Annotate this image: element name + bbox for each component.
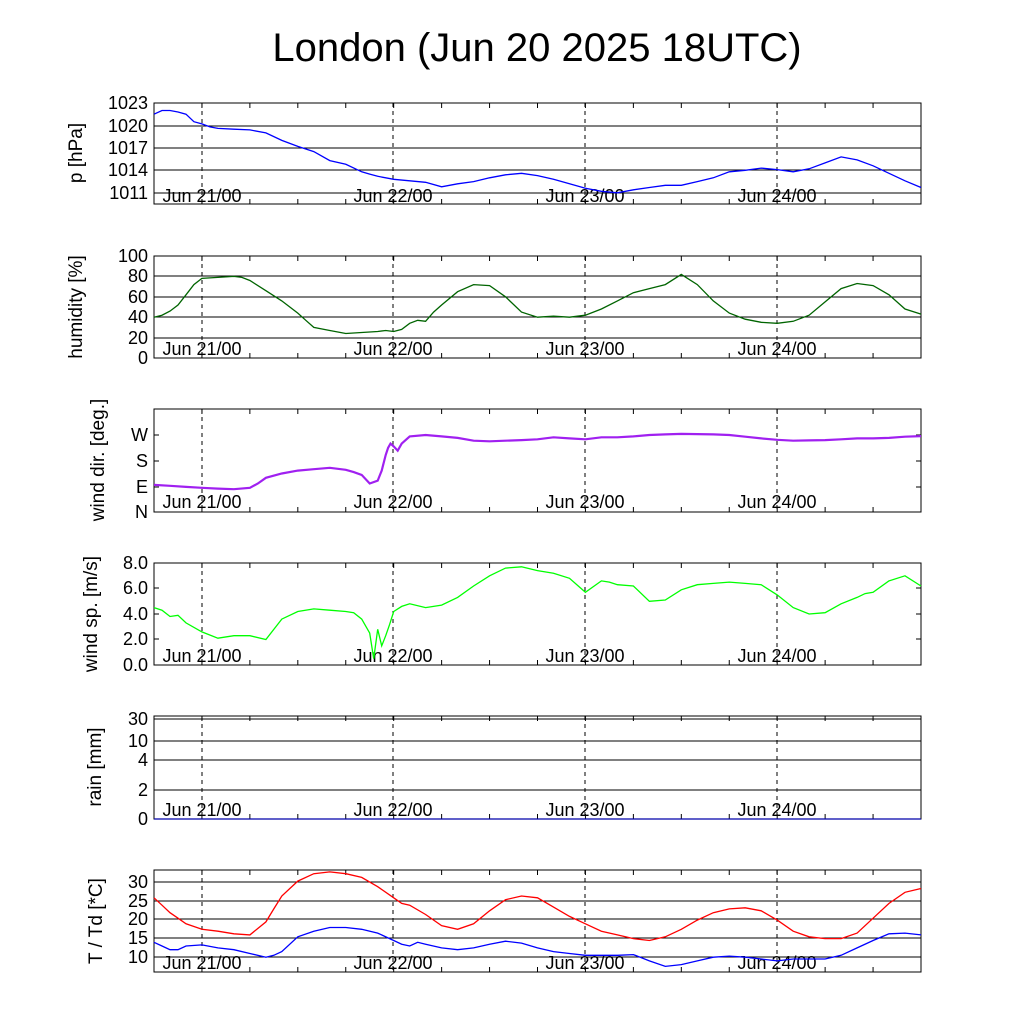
y-tick-label: W [131,425,148,445]
y-tick-label: 60 [128,287,148,307]
y-tick-label: 80 [128,266,148,286]
x-tick-label: Jun 22/00 [353,953,432,973]
chart-title: London (Jun 20 2025 18UTC) [272,26,801,70]
y-tick-label: 1011 [109,183,148,203]
y-tick-label: 25 [128,891,148,911]
x-tick-label: Jun 22/00 [353,339,432,359]
x-tick-label: Jun 23/00 [545,953,624,973]
data-series-line [153,926,922,968]
y-tick-label: 8.0 [123,553,148,573]
y-axis-label: wind dir. [deg.] [88,399,109,523]
y-tick-label: 1014 [108,160,148,180]
data-series-line [153,273,922,335]
x-tick-label: Jun 22/00 [353,492,432,512]
y-tick-label: 1020 [108,116,148,136]
x-tick-label: Jun 24/00 [737,800,816,820]
y-axis-label: humidity [%] [66,255,87,358]
x-tick-label: Jun 22/00 [353,186,432,206]
x-tick-label: Jun 23/00 [545,646,624,666]
y-tick-label: 2.0 [123,629,148,649]
data-series-line [153,109,922,194]
x-tick-label: Jun 21/00 [162,339,241,359]
x-tick-label: Jun 21/00 [162,492,241,512]
x-tick-label: Jun 21/00 [162,186,241,206]
y-tick-label: 20 [128,328,148,348]
y-tick-label: 4 [138,750,148,770]
y-tick-label: 15 [128,928,148,948]
x-tick-label: Jun 23/00 [545,492,624,512]
x-tick-label: Jun 23/00 [545,339,624,359]
y-tick-label: 30 [128,709,148,729]
x-tick-label: Jun 21/00 [162,646,241,666]
data-series-line [153,566,922,659]
x-tick-label: Jun 22/00 [353,646,432,666]
x-tick-label: Jun 23/00 [545,800,624,820]
x-tick-label: Jun 24/00 [737,492,816,512]
y-tick-label: 40 [128,307,148,327]
x-tick-label: Jun 24/00 [737,646,816,666]
x-tick-label: Jun 23/00 [545,186,624,206]
y-tick-label: 30 [128,872,148,892]
y-axis-label: p [hPa] [66,123,87,183]
y-tick-label: N [135,502,148,522]
x-tick-label: Jun 24/00 [737,339,816,359]
y-tick-label: 100 [118,246,148,266]
y-tick-label: E [136,477,148,497]
y-axis-label: T / Td [*C] [86,878,107,964]
x-tick-label: Jun 21/00 [162,953,241,973]
y-axis-label: wind sp. [m/s] [81,556,102,673]
y-tick-label: 10 [128,731,148,751]
y-tick-label: 1023 [108,93,148,113]
y-tick-label: 2 [138,780,148,800]
y-tick-label: 4.0 [123,604,148,624]
data-series-line [153,871,922,942]
y-tick-label: 6.0 [123,578,148,598]
data-series-line [153,432,922,491]
x-tick-label: Jun 24/00 [737,186,816,206]
y-tick-label: S [136,451,148,471]
y-axis-label: rain [mm] [85,727,106,806]
y-tick-label: 10 [128,947,148,967]
x-tick-label: Jun 21/00 [162,800,241,820]
y-tick-label: 0 [138,809,148,829]
y-tick-label: 0 [138,348,148,368]
y-tick-label: 1017 [108,138,148,158]
x-tick-label: Jun 24/00 [737,953,816,973]
y-tick-label: 0.0 [123,655,148,675]
y-tick-label: 20 [128,909,148,929]
x-tick-label: Jun 22/00 [353,800,432,820]
